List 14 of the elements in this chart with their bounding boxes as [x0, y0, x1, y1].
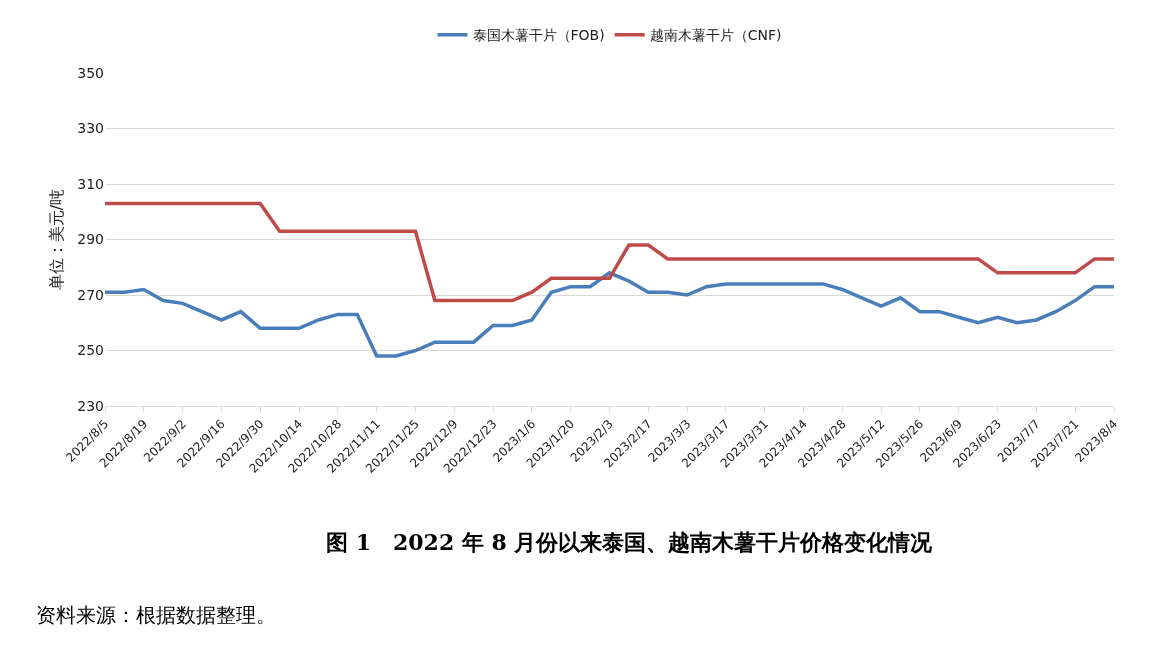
y-tick-label: 270	[77, 286, 104, 303]
text: 图 1 2022 年 8 月份以来泰国、越南木薯干片价格变化情况	[326, 529, 934, 555]
line-series	[105, 201, 1114, 303]
text: 资料来源：根据数据整理。	[36, 603, 276, 627]
y-tick-label: 230	[77, 397, 104, 414]
legend-label: 泰国木薯干片（FOB)	[472, 27, 605, 44]
y-tick-label: 310	[77, 175, 104, 192]
y-tick-label: 250	[77, 342, 104, 359]
y-tick-label: 330	[77, 120, 104, 137]
line-series	[105, 271, 1114, 358]
legend-label: 越南木薯干片（CNF)	[649, 27, 782, 44]
y-axis-title: 单位：美元/吨	[47, 188, 67, 291]
y-tick-label: 350	[77, 64, 104, 81]
y-tick-label: 290	[77, 231, 104, 248]
